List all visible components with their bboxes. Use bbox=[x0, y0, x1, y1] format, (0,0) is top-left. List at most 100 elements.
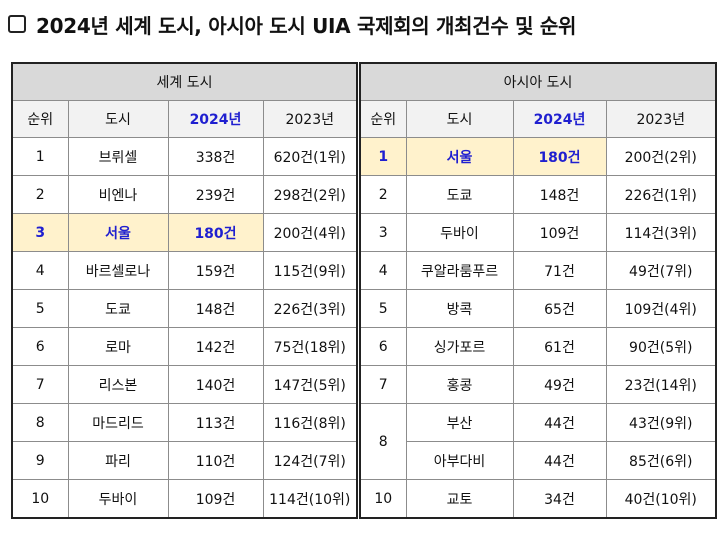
table-row: 5 방콕 65건 109건(4위) bbox=[359, 289, 717, 328]
rank-cell: 4 bbox=[11, 251, 69, 290]
city-cell: 서울 bbox=[405, 137, 514, 176]
count-2024-cell: 71건 bbox=[512, 251, 607, 290]
city-cell: 홍콩 bbox=[405, 365, 514, 404]
rank-cell: 1 bbox=[11, 137, 69, 176]
city-cell: 방콕 bbox=[405, 289, 514, 328]
checkbox-square-icon bbox=[8, 15, 26, 33]
table-row: 4 바르셀로나 159건 115건(9위) bbox=[11, 251, 358, 290]
city-cell: 리스본 bbox=[67, 365, 169, 404]
table-row: 1 브뤼셀 338건 620건(1위) bbox=[11, 137, 358, 176]
count-2023-cell: 620건(1위) bbox=[262, 137, 358, 176]
city-cell: 도쿄 bbox=[405, 175, 514, 214]
count-2024-cell: 338건 bbox=[167, 137, 264, 176]
count-2023-cell: 43건(9위) bbox=[605, 403, 717, 442]
count-2024-cell: 49건 bbox=[512, 365, 607, 404]
count-2024-cell: 180건 bbox=[167, 213, 264, 252]
city-cell: 서울 bbox=[67, 213, 169, 252]
count-2023-cell: 114건(10위) bbox=[262, 479, 358, 519]
count-2023-cell: 226건(3위) bbox=[262, 289, 358, 328]
rank-cell: 8 bbox=[11, 403, 69, 442]
count-2023-cell: 116건(8위) bbox=[262, 403, 358, 442]
column-header-2024: 2024년 bbox=[167, 100, 264, 138]
title-bar: 2024년 세계 도시, 아시아 도시 UIA 국제회의 개최건수 및 순위 bbox=[0, 6, 719, 42]
table-row: 2 비엔나 239건 298건(2위) bbox=[11, 175, 358, 214]
table-row: 3 서울 180건 200건(4위) bbox=[11, 213, 358, 252]
city-cell: 쿠알라룸푸르 bbox=[405, 251, 514, 290]
city-cell: 부산 bbox=[405, 403, 514, 442]
city-cell: 두바이 bbox=[67, 479, 169, 519]
rank-cell: 7 bbox=[359, 365, 407, 404]
rank-cell: 5 bbox=[11, 289, 69, 328]
count-2023-cell: 200건(4위) bbox=[262, 213, 358, 252]
city-cell: 파리 bbox=[67, 441, 169, 480]
count-2023-cell: 49건(7위) bbox=[605, 251, 717, 290]
table-row: 8 부산 44건 43건(9위) bbox=[359, 403, 717, 480]
table-row: 9 파리 110건 124건(7위) bbox=[11, 441, 358, 480]
column-header-rank: 순위 bbox=[11, 100, 69, 138]
count-2024-cell: 159건 bbox=[167, 251, 264, 290]
table-row: 7 홍콩 49건 23건(14위) bbox=[359, 365, 717, 404]
count-2024-cell: 110건 bbox=[167, 441, 264, 480]
count-2023-cell: 109건(4위) bbox=[605, 289, 717, 328]
count-2024-cell: 109건 bbox=[512, 213, 607, 252]
column-header-rank: 순위 bbox=[359, 100, 407, 138]
city-cell: 비엔나 bbox=[67, 175, 169, 214]
asia-ranking-table: 아시아 도시 순위 도시 2024년 2023년 1 서울 180건 200건(2위)… bbox=[359, 62, 717, 519]
table-row: 1 서울 180건 200건(2위) bbox=[359, 137, 717, 176]
rank-cell: 6 bbox=[11, 327, 69, 366]
asia-group-header: 아시아 도시 bbox=[359, 62, 717, 101]
count-2023-cell: 147건(5위) bbox=[262, 365, 358, 404]
count-2024-cell: 142건 bbox=[167, 327, 264, 366]
page-title: 2024년 세계 도시, 아시아 도시 UIA 국제회의 개최건수 및 순위 bbox=[36, 13, 577, 38]
count-2024-cell: 65건 bbox=[512, 289, 607, 328]
city-cell: 두바이 bbox=[405, 213, 514, 252]
count-2023-cell: 85건(6위) bbox=[605, 441, 717, 480]
world-ranking-table: 세계 도시 순위 도시 2024년 2023년 1 브뤼셀 338건 620건(1위)… bbox=[11, 62, 358, 519]
count-2024-cell: 148건 bbox=[512, 175, 607, 214]
rank-cell: 3 bbox=[11, 213, 69, 252]
table-row: 6 로마 142건 75건(18위) bbox=[11, 327, 358, 366]
column-header-city: 도시 bbox=[67, 100, 169, 138]
count-2023-cell: 200건(2위) bbox=[605, 137, 717, 176]
city-cell: 아부다비 bbox=[405, 441, 514, 480]
count-2023-cell: 298건(2위) bbox=[262, 175, 358, 214]
count-2023-cell: 90건(5위) bbox=[605, 327, 717, 366]
column-header-city: 도시 bbox=[405, 100, 514, 138]
count-2024-cell: 61건 bbox=[512, 327, 607, 366]
count-2024-cell: 180건 bbox=[512, 137, 607, 176]
count-2023-cell: 226건(1위) bbox=[605, 175, 717, 214]
rank-cell: 8 bbox=[359, 403, 407, 480]
table-row: 3 두바이 109건 114건(3위) bbox=[359, 213, 717, 252]
rank-cell: 2 bbox=[359, 175, 407, 214]
city-cell: 로마 bbox=[67, 327, 169, 366]
rank-cell: 5 bbox=[359, 289, 407, 328]
count-2024-cell: 109건 bbox=[167, 479, 264, 519]
table-row: 10 두바이 109건 114건(10위) bbox=[11, 479, 358, 519]
rank-cell: 4 bbox=[359, 251, 407, 290]
count-2024-cell: 44건 bbox=[512, 403, 607, 442]
count-2023-cell: 124건(7위) bbox=[262, 441, 358, 480]
count-2024-cell: 34건 bbox=[512, 479, 607, 519]
count-2023-cell: 115건(9위) bbox=[262, 251, 358, 290]
table-row: 8 마드리드 113건 116건(8위) bbox=[11, 403, 358, 442]
rank-cell: 6 bbox=[359, 327, 407, 366]
column-header-2024: 2024년 bbox=[512, 100, 607, 138]
table-row: 6 싱가포르 61건 90건(5위) bbox=[359, 327, 717, 366]
rank-cell: 3 bbox=[359, 213, 407, 252]
rank-cell: 2 bbox=[11, 175, 69, 214]
city-cell: 바르셀로나 bbox=[67, 251, 169, 290]
count-2023-cell: 75건(18위) bbox=[262, 327, 358, 366]
count-2024-cell: 113건 bbox=[167, 403, 264, 442]
count-2023-cell: 23건(14위) bbox=[605, 365, 717, 404]
column-header-2023: 2023년 bbox=[605, 100, 717, 138]
rank-cell: 1 bbox=[359, 137, 407, 176]
rank-cell: 10 bbox=[11, 479, 69, 519]
column-header-2023: 2023년 bbox=[262, 100, 358, 138]
city-cell: 싱가포르 bbox=[405, 327, 514, 366]
rank-cell: 10 bbox=[359, 479, 407, 519]
city-cell: 마드리드 bbox=[67, 403, 169, 442]
rank-cell: 7 bbox=[11, 365, 69, 404]
rank-cell: 9 bbox=[11, 441, 69, 480]
table-row: 4 쿠알라룸푸르 71건 49건(7위) bbox=[359, 251, 717, 290]
count-2023-cell: 40건(10위) bbox=[605, 479, 717, 519]
